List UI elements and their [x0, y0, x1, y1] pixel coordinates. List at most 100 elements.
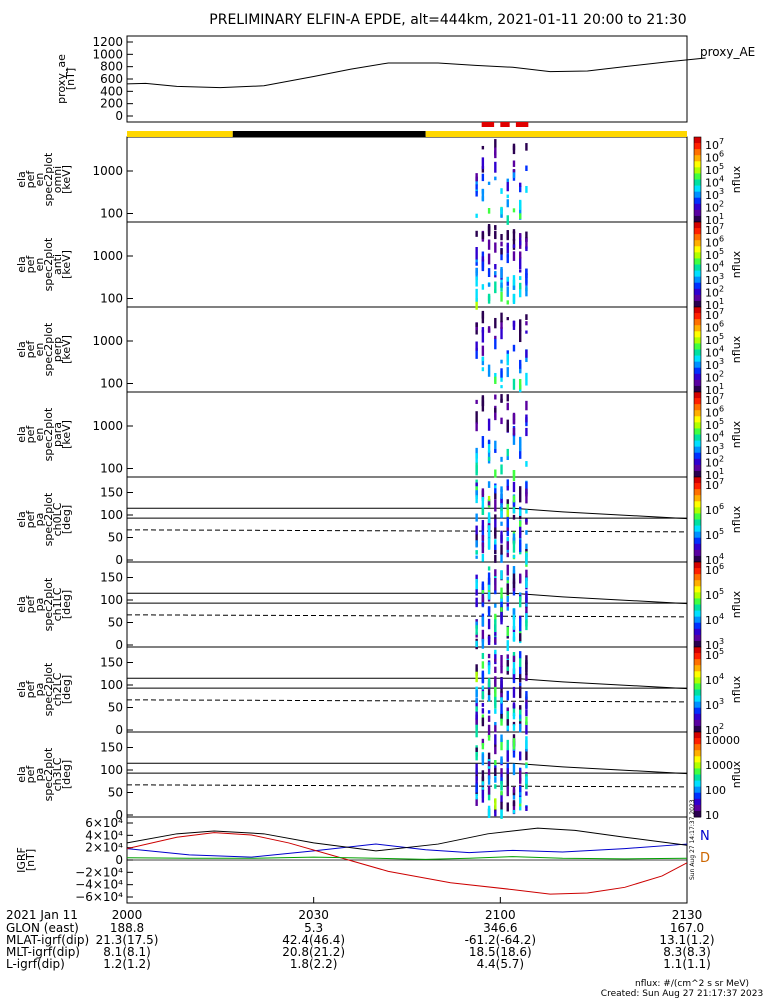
- spectrum-cell: [481, 770, 485, 780]
- spectrum-cell: [500, 596, 503, 605]
- spectrum-cell: [481, 661, 485, 669]
- spectrum-cell: [525, 481, 528, 495]
- spectrum-cell: [475, 589, 478, 596]
- spectrogram-ela_pef_pa_spec2plot_ch2LC: [475, 649, 528, 738]
- spectrum-cell: [481, 284, 485, 290]
- colorbar-segment: [694, 273, 701, 278]
- row-value: 8.1(8.1): [103, 945, 151, 959]
- spectrum-cell: [494, 784, 497, 789]
- y-tick-label: 0: [115, 808, 123, 822]
- spectrum-cell: [475, 578, 478, 590]
- y-axis-label: [deg]: [60, 760, 73, 789]
- spectrum-cell: [481, 312, 485, 324]
- spectrum-cell: [500, 587, 503, 599]
- spectrum-cell: [512, 501, 516, 506]
- colorbar-segment: [694, 143, 701, 147]
- colorbar-segment: [694, 516, 701, 520]
- spectrum-cell: [494, 264, 497, 270]
- spectrum-cell: [494, 139, 497, 149]
- spectrum-cell: [481, 356, 485, 362]
- spectrum-cell: [519, 379, 522, 390]
- spectrogram-ela_pef_en_spec2plot_para: [475, 394, 528, 482]
- spectrum-cell: [506, 662, 509, 671]
- spectrum-cell: [481, 702, 485, 707]
- spectrum-cell: [500, 777, 503, 785]
- spectrum-cell: [512, 169, 516, 173]
- spectrum-cell: [481, 594, 485, 603]
- spectrum-cell: [519, 368, 522, 374]
- spectrum-cell: [475, 525, 478, 535]
- spectrum-cell: [500, 712, 503, 726]
- spectrum-cell: [506, 194, 509, 199]
- y-axis-label: en: [33, 343, 46, 357]
- colorbar-segment: [694, 222, 701, 226]
- colorbar-segment: [694, 507, 701, 511]
- colorbar-segment: [694, 495, 701, 499]
- colorbar-segment: [694, 206, 701, 211]
- spectrum-cell: [487, 724, 491, 738]
- spectrum-cell: [519, 673, 522, 683]
- colorbar-tick-label-exp: 5: [719, 647, 724, 656]
- row-value: 42.4(46.4): [282, 933, 345, 947]
- spectrum-cell: [519, 509, 522, 516]
- colorbar-segment: [694, 480, 701, 484]
- spectrum-cell: [475, 399, 478, 404]
- colorbar-tick-label: 104: [705, 672, 724, 687]
- colorbar-segment: [694, 531, 701, 536]
- y-axis-label: ela: [15, 596, 28, 613]
- spectrum-cell: [512, 344, 516, 352]
- colorbar-segment: [694, 279, 701, 284]
- y-tick-label: 0: [115, 109, 123, 123]
- spectrum-cell: [475, 711, 478, 720]
- spectrum-cell: [494, 271, 497, 276]
- colorbar-segment: [694, 637, 701, 642]
- spectrum-cell: [481, 776, 485, 787]
- spectrum-cell: [519, 438, 522, 443]
- colorbar-segment: [694, 798, 701, 803]
- colorbar-segment: [694, 747, 701, 751]
- colorbar-label: nflux: [730, 420, 743, 448]
- spectrum-cell: [512, 751, 516, 758]
- colorbar-segment: [694, 762, 701, 766]
- y-axis-label: pef: [24, 255, 37, 274]
- y-axis-label: [deg]: [60, 505, 73, 534]
- spectrum-cell: [512, 275, 516, 288]
- colorbar-tick-label-exp: 6: [719, 235, 724, 244]
- spectrum-cell: [475, 341, 478, 351]
- spectrum-cell: [500, 791, 503, 803]
- colorbar-segment: [694, 610, 701, 615]
- colorbar-segment: [694, 379, 701, 384]
- row-value: 4.4(5.7): [477, 957, 525, 971]
- colorbar-segment: [694, 543, 701, 548]
- colorbar-segment: [694, 191, 701, 196]
- loss-cone-line: [512, 507, 688, 520]
- spectrum-cell: [506, 602, 509, 607]
- spectrum-cell: [519, 596, 522, 608]
- spectrum-cell: [512, 143, 516, 155]
- y-axis-label: ela: [15, 171, 28, 188]
- colorbar-segment: [694, 197, 701, 202]
- spectrum-cell: [500, 505, 503, 513]
- science-zone-marker: [500, 122, 510, 127]
- spectrum-cell: [487, 665, 491, 675]
- spectrum-cell: [481, 231, 485, 239]
- spectrum-cell: [506, 536, 509, 542]
- spectrum-cell: [500, 677, 503, 687]
- spectrum-cell: [512, 229, 516, 234]
- y-axis-label: spec2plot: [42, 662, 55, 716]
- spectrum-cell: [506, 402, 509, 411]
- y-tick-label: 100: [100, 292, 123, 306]
- spectrum-cell: [519, 486, 522, 494]
- colorbar-segment: [694, 270, 701, 275]
- spectrum-cell: [487, 653, 491, 659]
- colorbar-segment: [694, 777, 701, 782]
- y-axis-label: spec2plot: [42, 322, 55, 376]
- spectrum-cell: [494, 554, 497, 563]
- spectrum-cell: [525, 806, 528, 811]
- spectrum-cell: [506, 774, 509, 787]
- colorbar-segment: [694, 185, 701, 190]
- loss-cone-line: [512, 677, 688, 690]
- row-value: 1.2(1.2): [103, 957, 151, 971]
- colorbar-segment: [694, 140, 701, 144]
- colorbar-tick-label: 107: [705, 477, 724, 492]
